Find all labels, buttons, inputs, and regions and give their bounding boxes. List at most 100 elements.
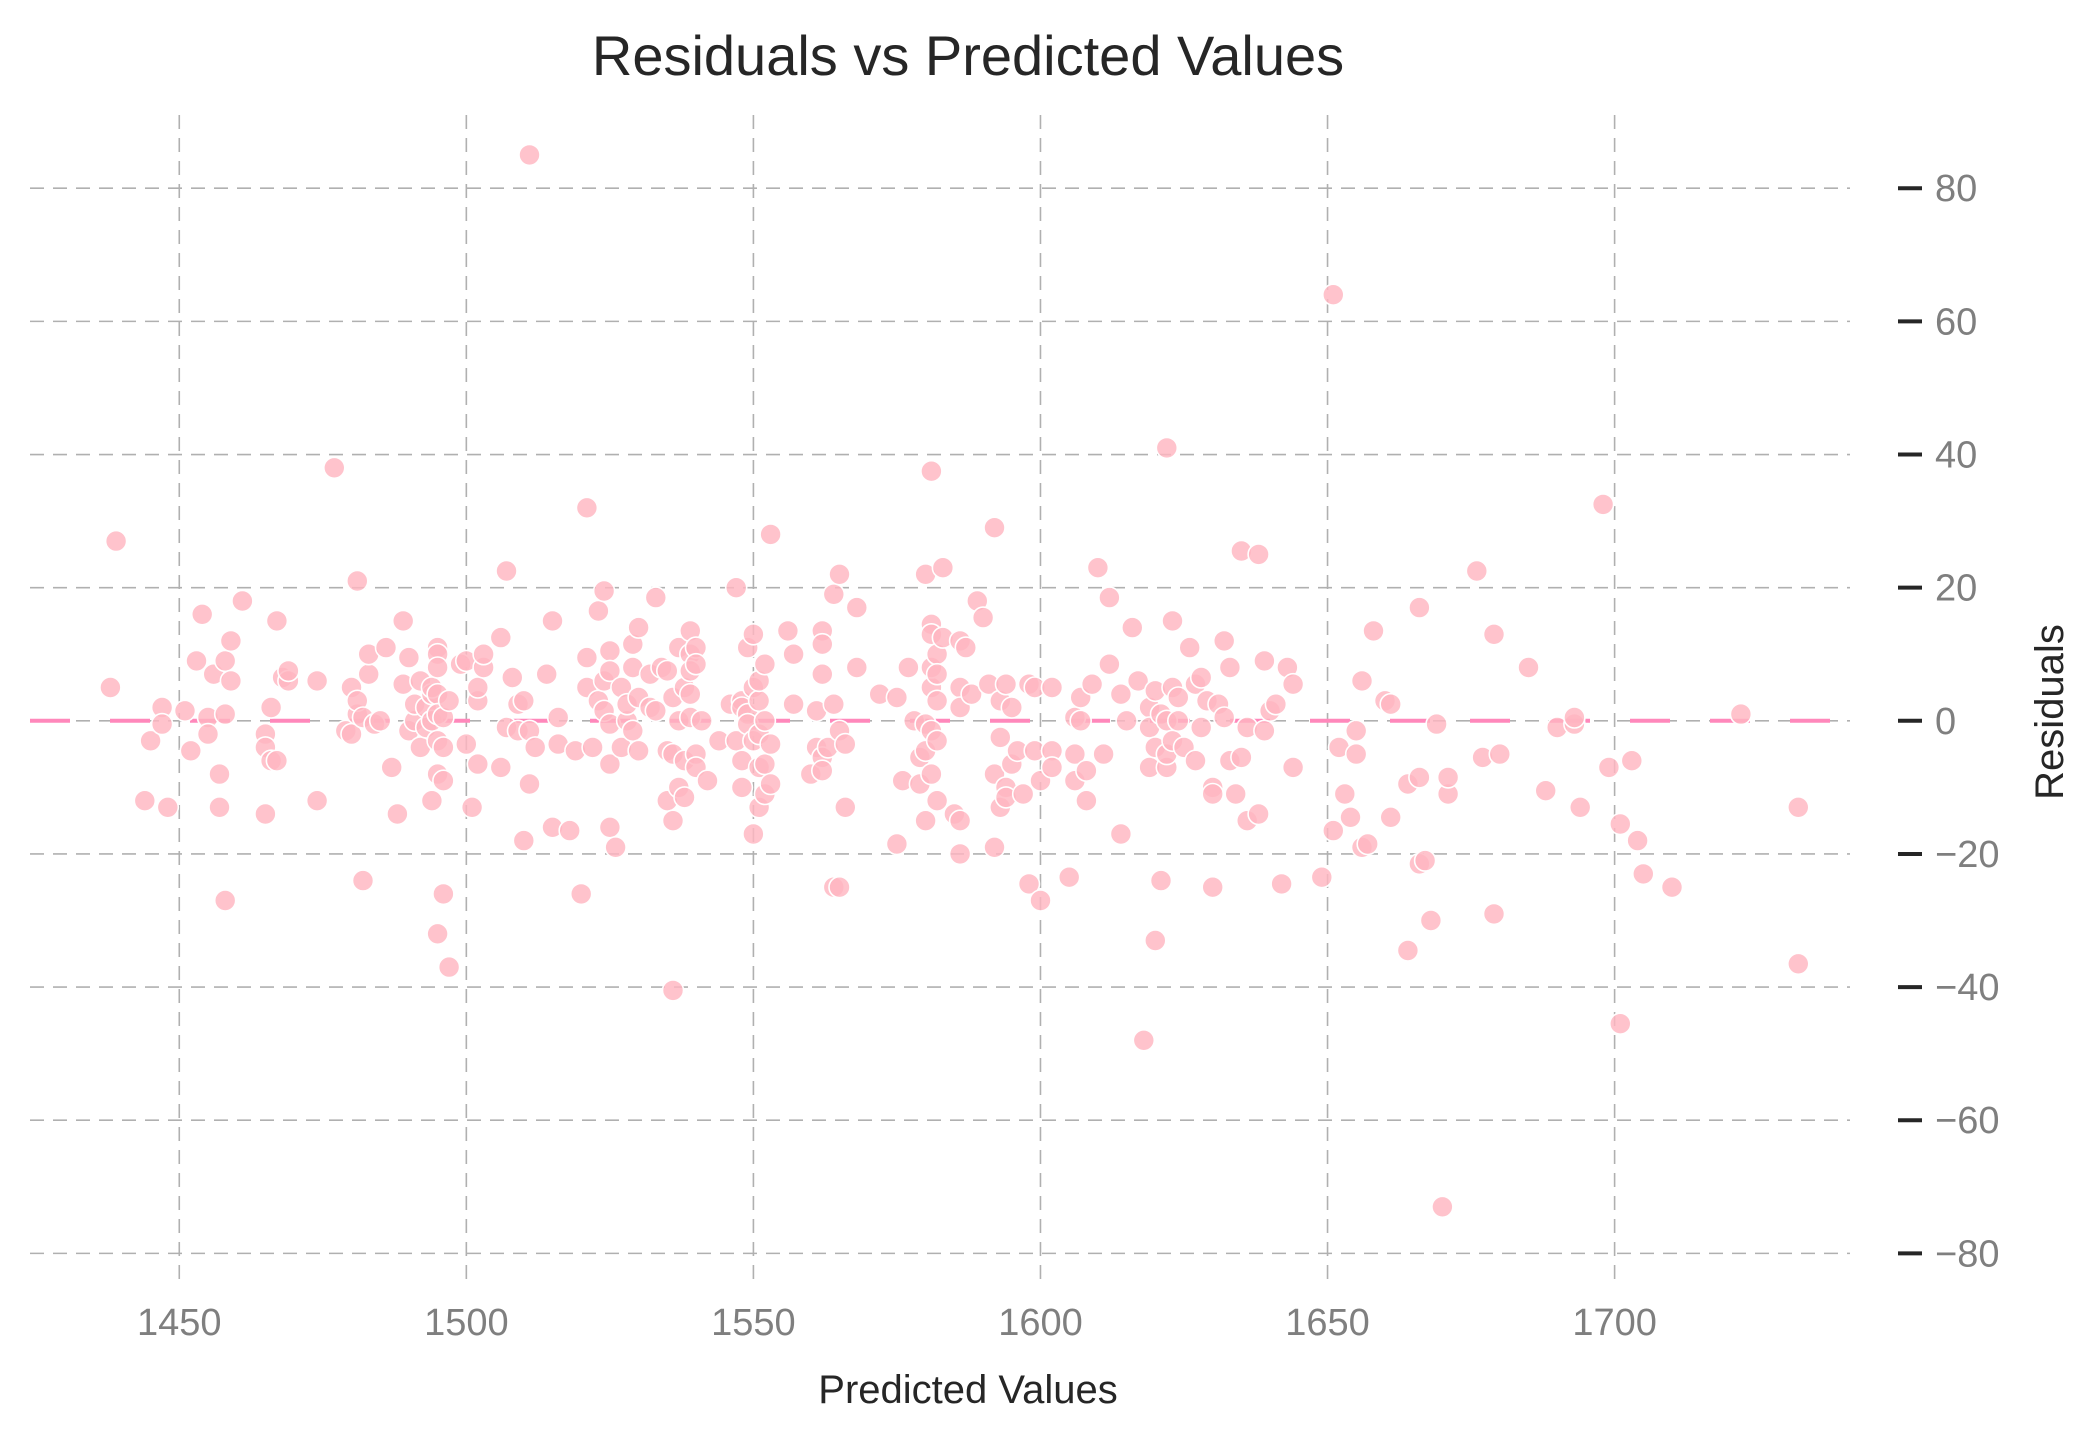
- data-point: [1189, 716, 1213, 739]
- y-axis-ticks: 80 60 40 20 0 −20 −40 −60 −80: [1898, 168, 1999, 1275]
- data-point: [948, 809, 972, 833]
- data-point: [1247, 802, 1270, 826]
- data-point: [1086, 556, 1110, 580]
- data-point: [437, 689, 461, 713]
- data-point: [1184, 749, 1207, 773]
- y-tick-label: −60: [1935, 1100, 1999, 1142]
- x-tick-label: 1500: [424, 1302, 509, 1344]
- x-tick-label: 1600: [998, 1302, 1083, 1344]
- data-point: [1333, 782, 1357, 806]
- data-point: [1155, 436, 1179, 460]
- data-point: [99, 676, 122, 699]
- data-point: [897, 656, 920, 679]
- data-point: [954, 636, 978, 659]
- data-point: [1431, 1195, 1454, 1219]
- data-point: [1167, 709, 1190, 733]
- data-point: [420, 789, 444, 813]
- data-point: [684, 652, 708, 676]
- data-point: [190, 602, 214, 626]
- data-point: [1000, 696, 1024, 719]
- data-point: [1281, 756, 1305, 779]
- data-point: [920, 459, 943, 483]
- data-point: [1149, 869, 1173, 892]
- data-point: [523, 736, 547, 759]
- data-point: [1011, 782, 1035, 806]
- data-point: [1080, 672, 1104, 696]
- data-point: [621, 719, 645, 743]
- data-point: [1109, 822, 1133, 846]
- x-tick-labels: 1450 1500 1550 1600 1650 1700: [137, 1302, 1657, 1344]
- data-point: [960, 682, 983, 706]
- data-point: [1660, 875, 1684, 899]
- data-point: [219, 669, 243, 693]
- data-point: [759, 772, 782, 796]
- data-point: [500, 666, 524, 689]
- data-point: [983, 835, 1006, 859]
- data-point: [914, 809, 937, 833]
- data-point: [753, 652, 777, 676]
- data-point: [1632, 862, 1655, 886]
- data-point: [213, 889, 237, 912]
- data-point: [598, 815, 622, 839]
- data-point: [254, 802, 277, 826]
- data-point: [782, 692, 805, 716]
- data-point: [678, 682, 702, 706]
- data-point: [1344, 742, 1368, 766]
- data-point: [1144, 929, 1167, 952]
- data-point: [845, 656, 869, 679]
- data-point: [810, 759, 834, 783]
- data-point: [845, 596, 869, 619]
- data-point: [971, 606, 995, 629]
- data-point: [1339, 805, 1362, 829]
- data-point: [1482, 902, 1506, 926]
- data-point: [489, 756, 513, 779]
- data-point: [1626, 829, 1649, 852]
- data-point: [1591, 493, 1615, 516]
- data-point: [1212, 706, 1236, 729]
- data-point: [759, 732, 782, 756]
- data-point: [277, 659, 300, 683]
- data-point: [1597, 756, 1621, 779]
- data-point: [1178, 636, 1201, 659]
- data-point: [219, 629, 243, 653]
- data-point: [1396, 939, 1420, 962]
- data-point: [454, 732, 478, 756]
- data-point: [1350, 669, 1374, 693]
- data-point: [696, 769, 719, 793]
- data-point: [569, 882, 593, 906]
- data-point: [1488, 742, 1512, 766]
- data-point: [885, 832, 909, 856]
- data-point: [828, 875, 851, 899]
- y-tick-label: 20: [1935, 568, 1977, 610]
- data-point: [535, 662, 559, 686]
- data-point: [885, 686, 909, 709]
- data-point: [1253, 649, 1276, 673]
- data-point: [575, 496, 599, 520]
- data-point: [581, 736, 604, 759]
- data-point: [994, 672, 1018, 696]
- data-point: [925, 729, 949, 753]
- data-point: [432, 882, 455, 906]
- data-point: [828, 562, 851, 586]
- data-point: [133, 789, 157, 813]
- data-point: [1436, 766, 1460, 789]
- data-point: [1356, 832, 1379, 856]
- data-point: [380, 756, 404, 779]
- data-point: [1413, 849, 1437, 872]
- data-point: [1281, 672, 1305, 696]
- data-point: [753, 752, 777, 776]
- data-point: [1109, 682, 1133, 706]
- data-point: [1167, 686, 1190, 709]
- x-tick-label: 1650: [1285, 1302, 1370, 1344]
- y-tick-label: −40: [1935, 967, 1999, 1009]
- data-point: [822, 692, 846, 716]
- data-point: [1029, 889, 1052, 912]
- data-point: [432, 769, 455, 793]
- data-point: [1362, 619, 1385, 643]
- data-point: [931, 556, 955, 580]
- data-point: [495, 559, 518, 583]
- data-point: [627, 616, 650, 639]
- data-point: [925, 662, 949, 686]
- data-point: [1224, 782, 1247, 806]
- data-point: [518, 143, 541, 167]
